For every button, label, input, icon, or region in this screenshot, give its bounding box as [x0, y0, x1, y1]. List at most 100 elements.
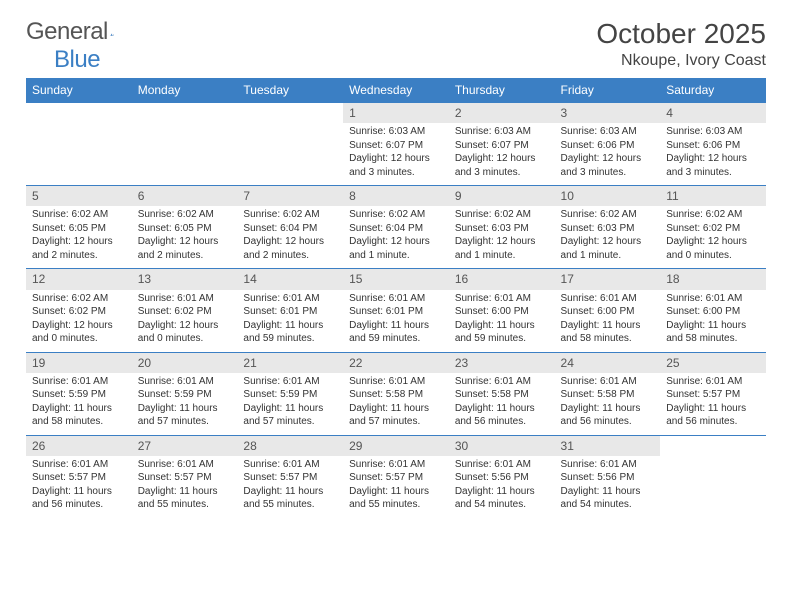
daylight-text: Daylight: 11 hours and 59 minutes. [243, 319, 337, 346]
sunset-text: Sunset: 5:59 PM [32, 388, 126, 402]
day-details: Sunrise: 6:01 AMSunset: 6:00 PMDaylight:… [449, 290, 555, 352]
day-number: 11 [660, 186, 766, 206]
weekday-header: Wednesday [343, 78, 449, 103]
sunrise-text: Sunrise: 6:01 AM [349, 375, 443, 389]
day-number: 22 [343, 353, 449, 373]
daylight-text: Daylight: 11 hours and 57 minutes. [138, 402, 232, 429]
calendar-day-cell: . [26, 103, 132, 186]
sunrise-text: Sunrise: 6:01 AM [138, 458, 232, 472]
day-number: 28 [237, 436, 343, 456]
sunset-text: Sunset: 6:06 PM [666, 139, 760, 153]
sunset-text: Sunset: 6:00 PM [455, 305, 549, 319]
day-number: 3 [555, 103, 661, 123]
daylight-text: Daylight: 12 hours and 1 minute. [349, 235, 443, 262]
daylight-text: Daylight: 11 hours and 56 minutes. [561, 402, 655, 429]
weekday-header: Monday [132, 78, 238, 103]
calendar-day-cell: 16Sunrise: 6:01 AMSunset: 6:00 PMDayligh… [449, 269, 555, 352]
calendar-day-cell: 19Sunrise: 6:01 AMSunset: 5:59 PMDayligh… [26, 352, 132, 435]
sunset-text: Sunset: 6:07 PM [455, 139, 549, 153]
sunrise-text: Sunrise: 6:01 AM [349, 458, 443, 472]
sunset-text: Sunset: 6:03 PM [561, 222, 655, 236]
day-number: 6 [132, 186, 238, 206]
daylight-text: Daylight: 12 hours and 3 minutes. [455, 152, 549, 179]
day-number: 23 [449, 353, 555, 373]
day-details: Sunrise: 6:01 AMSunset: 5:56 PMDaylight:… [449, 456, 555, 518]
day-number: 8 [343, 186, 449, 206]
sunset-text: Sunset: 5:57 PM [32, 471, 126, 485]
weekday-header: Sunday [26, 78, 132, 103]
daylight-text: Daylight: 12 hours and 2 minutes. [32, 235, 126, 262]
day-details: Sunrise: 6:01 AMSunset: 5:57 PMDaylight:… [132, 456, 238, 518]
day-details: Sunrise: 6:03 AMSunset: 6:07 PMDaylight:… [449, 123, 555, 185]
sunrise-text: Sunrise: 6:03 AM [561, 125, 655, 139]
calendar-day-cell: 13Sunrise: 6:01 AMSunset: 6:02 PMDayligh… [132, 269, 238, 352]
day-details: Sunrise: 6:01 AMSunset: 5:58 PMDaylight:… [449, 373, 555, 435]
calendar-day-cell: 31Sunrise: 6:01 AMSunset: 5:56 PMDayligh… [555, 435, 661, 518]
sunset-text: Sunset: 6:04 PM [243, 222, 337, 236]
sunrise-text: Sunrise: 6:01 AM [455, 292, 549, 306]
day-details: Sunrise: 6:02 AMSunset: 6:02 PMDaylight:… [660, 206, 766, 268]
sunset-text: Sunset: 6:04 PM [349, 222, 443, 236]
calendar-day-cell: 23Sunrise: 6:01 AMSunset: 5:58 PMDayligh… [449, 352, 555, 435]
day-details: Sunrise: 6:01 AMSunset: 5:59 PMDaylight:… [26, 373, 132, 435]
sunrise-text: Sunrise: 6:01 AM [32, 375, 126, 389]
sunrise-text: Sunrise: 6:01 AM [455, 458, 549, 472]
sunrise-text: Sunrise: 6:02 AM [32, 208, 126, 222]
sunrise-text: Sunrise: 6:02 AM [455, 208, 549, 222]
title-block: October 2025 Nkoupe, Ivory Coast [596, 18, 766, 70]
day-details: Sunrise: 6:02 AMSunset: 6:05 PMDaylight:… [26, 206, 132, 268]
daylight-text: Daylight: 12 hours and 1 minute. [455, 235, 549, 262]
calendar-week-row: 12Sunrise: 6:02 AMSunset: 6:02 PMDayligh… [26, 269, 766, 352]
daylight-text: Daylight: 12 hours and 3 minutes. [666, 152, 760, 179]
day-details: Sunrise: 6:02 AMSunset: 6:03 PMDaylight:… [449, 206, 555, 268]
sunrise-text: Sunrise: 6:01 AM [138, 292, 232, 306]
daylight-text: Daylight: 11 hours and 57 minutes. [349, 402, 443, 429]
daylight-text: Daylight: 11 hours and 54 minutes. [561, 485, 655, 512]
month-title: October 2025 [596, 18, 766, 50]
daylight-text: Daylight: 11 hours and 54 minutes. [455, 485, 549, 512]
day-number: 15 [343, 269, 449, 289]
sunrise-text: Sunrise: 6:02 AM [138, 208, 232, 222]
calendar-day-cell: 7Sunrise: 6:02 AMSunset: 6:04 PMDaylight… [237, 186, 343, 269]
day-number: 29 [343, 436, 449, 456]
calendar-day-cell: 28Sunrise: 6:01 AMSunset: 5:57 PMDayligh… [237, 435, 343, 518]
day-number: 9 [449, 186, 555, 206]
sunset-text: Sunset: 5:59 PM [243, 388, 337, 402]
sunrise-text: Sunrise: 6:01 AM [455, 375, 549, 389]
sunrise-text: Sunrise: 6:01 AM [561, 375, 655, 389]
calendar-day-cell: 9Sunrise: 6:02 AMSunset: 6:03 PMDaylight… [449, 186, 555, 269]
day-number: 4 [660, 103, 766, 123]
sunrise-text: Sunrise: 6:01 AM [561, 292, 655, 306]
day-number: 13 [132, 269, 238, 289]
daylight-text: Daylight: 11 hours and 58 minutes. [561, 319, 655, 346]
sunset-text: Sunset: 6:05 PM [138, 222, 232, 236]
sunrise-text: Sunrise: 6:01 AM [243, 375, 337, 389]
day-details: Sunrise: 6:03 AMSunset: 6:06 PMDaylight:… [660, 123, 766, 185]
sunset-text: Sunset: 6:00 PM [666, 305, 760, 319]
calendar-day-cell: 30Sunrise: 6:01 AMSunset: 5:56 PMDayligh… [449, 435, 555, 518]
daylight-text: Daylight: 11 hours and 56 minutes. [32, 485, 126, 512]
daylight-text: Daylight: 11 hours and 58 minutes. [32, 402, 126, 429]
day-number: 7 [237, 186, 343, 206]
calendar-day-cell: 4Sunrise: 6:03 AMSunset: 6:06 PMDaylight… [660, 103, 766, 186]
daylight-text: Daylight: 11 hours and 57 minutes. [243, 402, 337, 429]
day-details: Sunrise: 6:01 AMSunset: 5:57 PMDaylight:… [343, 456, 449, 518]
calendar-day-cell: 21Sunrise: 6:01 AMSunset: 5:59 PMDayligh… [237, 352, 343, 435]
daylight-text: Daylight: 11 hours and 58 minutes. [666, 319, 760, 346]
weekday-header: Tuesday [237, 78, 343, 103]
sunset-text: Sunset: 6:03 PM [455, 222, 549, 236]
day-details: Sunrise: 6:01 AMSunset: 5:56 PMDaylight:… [555, 456, 661, 518]
daylight-text: Daylight: 11 hours and 59 minutes. [349, 319, 443, 346]
day-details: Sunrise: 6:02 AMSunset: 6:04 PMDaylight:… [343, 206, 449, 268]
calendar-day-cell: . [660, 435, 766, 518]
calendar-day-cell: 5Sunrise: 6:02 AMSunset: 6:05 PMDaylight… [26, 186, 132, 269]
sunset-text: Sunset: 6:07 PM [349, 139, 443, 153]
weekday-header: Friday [555, 78, 661, 103]
calendar-day-cell: 12Sunrise: 6:02 AMSunset: 6:02 PMDayligh… [26, 269, 132, 352]
sunset-text: Sunset: 5:57 PM [138, 471, 232, 485]
calendar-day-cell: 11Sunrise: 6:02 AMSunset: 6:02 PMDayligh… [660, 186, 766, 269]
sunset-text: Sunset: 5:59 PM [138, 388, 232, 402]
sunrise-text: Sunrise: 6:01 AM [138, 375, 232, 389]
daylight-text: Daylight: 11 hours and 59 minutes. [455, 319, 549, 346]
calendar-day-cell: 24Sunrise: 6:01 AMSunset: 5:58 PMDayligh… [555, 352, 661, 435]
